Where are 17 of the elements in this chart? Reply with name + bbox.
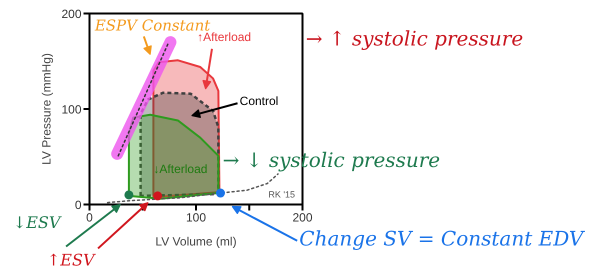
annotation: ↓Afterload	[153, 162, 208, 176]
x-tick-label: 100	[186, 210, 206, 224]
x-tick-label: 200	[292, 210, 313, 224]
x-axis-title: LV Volume (ml)	[155, 234, 237, 248]
y-axis-title: LV Pressure (mmHg)	[40, 53, 54, 165]
annotation: ↑Afterload	[197, 30, 252, 44]
y-tick-label: 100	[61, 102, 82, 116]
text: → ↑ systolic pressure	[306, 26, 524, 51]
text: Change SV = Constant EDV	[299, 226, 586, 250]
annotation: ↑ESV	[46, 250, 96, 270]
y-tick-label: 200	[61, 7, 82, 21]
annotation: ↓ESV	[12, 213, 62, 232]
annotation: Control	[240, 94, 278, 108]
y-tick-label: 0	[74, 198, 82, 212]
x-tick-label: 0	[86, 210, 94, 224]
annotation: RK '15	[268, 190, 296, 200]
line-series	[106, 173, 279, 204]
